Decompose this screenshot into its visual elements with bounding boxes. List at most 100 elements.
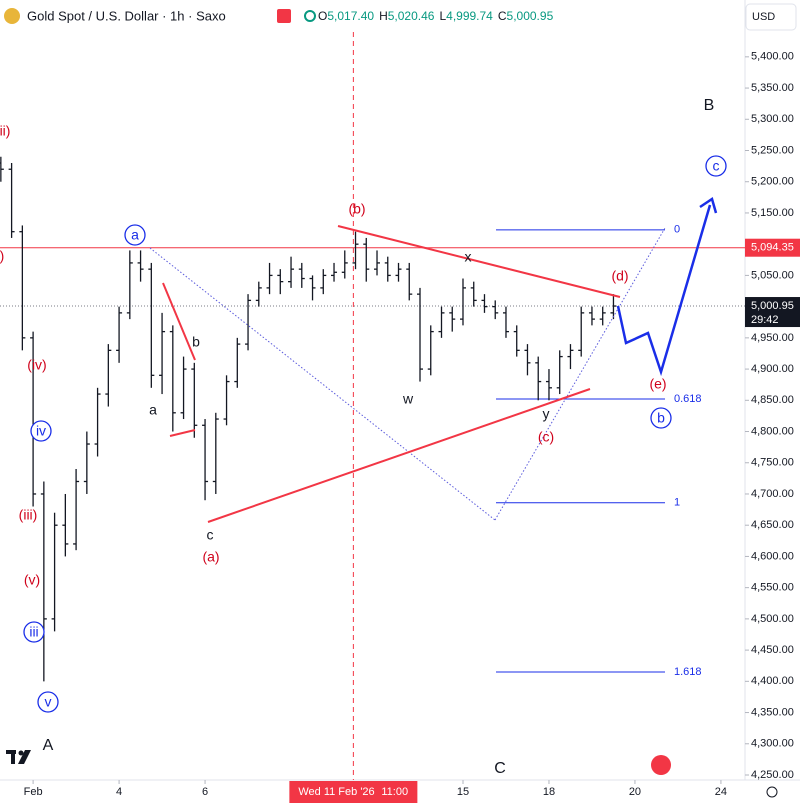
market-status-icon xyxy=(304,10,316,22)
wave-label: iv xyxy=(36,423,46,439)
logo-part xyxy=(11,750,15,764)
y-tick-label: 4,900.00 xyxy=(751,363,794,375)
plot-area: 0 0.618 1 1.618 xyxy=(0,32,745,780)
ohlc-value: 4,999.74 xyxy=(446,9,493,23)
ohlc-values: O 5,017.40 H 5,020.46 L 4,999.74 C 5,000.95 xyxy=(318,9,554,23)
level-price-box xyxy=(745,238,800,257)
y-tick-label: 4,950.00 xyxy=(751,332,794,344)
level-price-label: 5,094.35 xyxy=(751,242,794,254)
x-tick-label: 15 xyxy=(457,786,469,798)
wave-label: w xyxy=(402,391,414,407)
x-tick-label: 20 xyxy=(629,786,641,798)
fib-level-label: 1 xyxy=(674,497,680,509)
trend-line xyxy=(162,282,196,361)
wave-circle xyxy=(124,224,146,246)
wave-label: A xyxy=(43,737,54,754)
y-tick-label: 4,500.00 xyxy=(751,613,794,625)
last-price-label: 5,000.95 xyxy=(751,300,794,312)
fib-trend-line xyxy=(494,227,666,521)
crosshair-time-label: 11:00 xyxy=(381,786,408,798)
x-tick-label: Feb xyxy=(24,786,43,798)
wave-label: c xyxy=(207,527,214,543)
projection-arrowhead xyxy=(699,197,718,214)
y-tick-label: 4,300.00 xyxy=(751,738,794,750)
wave-label: ii) xyxy=(0,123,10,139)
last-price-box xyxy=(745,297,800,328)
ohlc-key: L xyxy=(439,9,446,23)
wave-label: ) xyxy=(0,248,4,264)
wave-label: b xyxy=(192,334,200,350)
wave-circle xyxy=(650,407,672,429)
y-tick-label: 4,750.00 xyxy=(751,457,794,469)
wave-label: c xyxy=(713,158,720,174)
y-tick-label: 4,550.00 xyxy=(751,582,794,594)
fib-level-label: 0.618 xyxy=(674,393,702,405)
trend-line xyxy=(169,429,196,437)
ohlc-value: 5,000.95 xyxy=(507,9,554,23)
y-tick-label: 4,350.00 xyxy=(751,706,794,718)
wave-label: b xyxy=(657,410,665,426)
crosshair-time-box xyxy=(289,781,418,803)
wave-circle xyxy=(30,420,52,442)
x-tick-label: 24 xyxy=(715,786,727,798)
y-tick-label: 4,650.00 xyxy=(751,519,794,531)
triangle-upper-line xyxy=(337,225,621,298)
y-tick-label: 5,150.00 xyxy=(751,207,794,219)
ohlc-value: 5,020.46 xyxy=(388,9,435,23)
wave-circle xyxy=(37,691,59,713)
header-background xyxy=(0,0,744,32)
wave-circle xyxy=(705,155,727,177)
drawings xyxy=(149,197,718,523)
wave-label: iii xyxy=(29,624,38,640)
wave-label: B xyxy=(704,97,715,114)
logo xyxy=(6,750,31,764)
x-tick-label: 18 xyxy=(543,786,555,798)
ohlc-value: 5,017.40 xyxy=(327,9,374,23)
wave-label: C xyxy=(494,760,506,777)
wave-label: (c) xyxy=(538,429,554,445)
wave-label: y xyxy=(543,406,550,422)
wave-label: (e) xyxy=(649,376,666,392)
ohlc-key: H xyxy=(379,9,388,23)
y-tick-label: 4,700.00 xyxy=(751,488,794,500)
y-tick-label: 5,250.00 xyxy=(751,144,794,156)
y-tick-label: 5,300.00 xyxy=(751,113,794,125)
x-tick-label: 6 xyxy=(202,786,208,798)
triangle-lower-line xyxy=(207,388,591,523)
y-tick-label: 4,800.00 xyxy=(751,425,794,437)
y-tick-label: 4,450.00 xyxy=(751,644,794,656)
y-tick-label: 4,400.00 xyxy=(751,675,794,687)
crosshair-date-label: Wed 11 Feb '26 xyxy=(298,786,374,798)
currency-label: USD xyxy=(752,11,775,23)
y-tick-label: 4,600.00 xyxy=(751,550,794,562)
wave-label: (iv) xyxy=(27,357,46,373)
wave-label: a xyxy=(131,227,139,243)
countdown-label: 29:42 xyxy=(751,314,779,326)
y-tick-label: 5,200.00 xyxy=(751,176,794,188)
wave-label: a xyxy=(149,402,157,418)
wave-label: (v) xyxy=(24,572,40,588)
y-tick-label: 4,250.00 xyxy=(751,769,794,781)
y-tick-label: 5,050.00 xyxy=(751,269,794,281)
wave-label: (d) xyxy=(611,268,628,284)
projection-path xyxy=(616,204,712,377)
wave-label: (b) xyxy=(348,201,365,217)
x-tick-label: 4 xyxy=(116,786,122,798)
event-icon[interactable] xyxy=(651,755,671,775)
wave-label: (iii) xyxy=(19,507,38,523)
logo-part xyxy=(18,750,31,764)
flag-icon xyxy=(277,9,291,23)
wave-label: (a) xyxy=(202,549,219,565)
y-tick-label: 4,850.00 xyxy=(751,394,794,406)
fib-level-label: 1.618 xyxy=(674,666,702,678)
y-tick-label: 5,350.00 xyxy=(751,82,794,94)
symbol-title: Gold Spot / U.S. Dollar · 1h · Saxo xyxy=(27,8,226,23)
wave-label: x xyxy=(465,249,472,265)
y-tick-label: 5,400.00 xyxy=(751,51,794,63)
ohlc-key: O xyxy=(318,9,327,23)
logo-part xyxy=(18,750,24,756)
settings-icon[interactable] xyxy=(766,786,778,798)
currency-button[interactable] xyxy=(745,3,797,31)
